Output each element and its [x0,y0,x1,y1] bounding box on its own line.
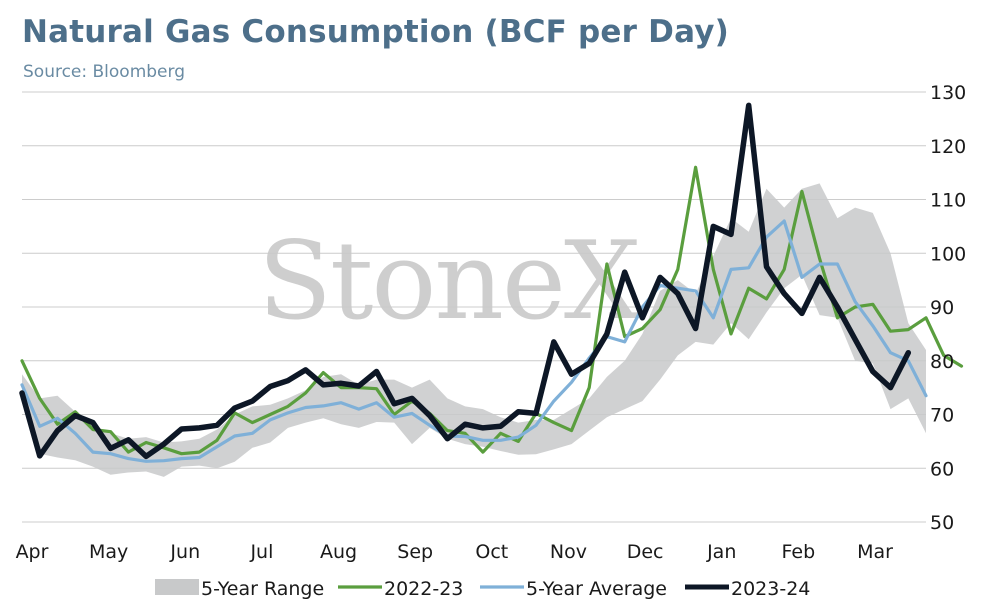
y-tick-label: 110 [930,190,966,212]
legend-label: 2023-24 [731,578,810,600]
y-tick-label: 70 [930,405,954,427]
y-tick-label: 90 [930,297,954,319]
x-tick-label: Apr [16,541,49,563]
x-tick-label: Feb [782,541,816,563]
x-tick-label: Sep [397,541,433,563]
x-tick-label: Dec [627,541,664,563]
series-line-5-year-average [20,219,928,463]
legend-item-s2223: 2022-23 [338,578,463,600]
series-lines-group [19,102,964,463]
x-tick-label: Mar [857,541,893,563]
series-line-2022-23 [20,165,964,456]
x-tick-label: Jan [706,541,736,563]
legend-item-avg5: 5-Year Average [480,578,667,600]
legend: 5-Year Range 2022-23 5-Year Average 2023-24 [155,578,810,600]
y-tick-label: 50 [930,512,954,534]
legend-item-s2324: 2023-24 [685,578,810,600]
legend-label: 5-Year Range [201,578,324,600]
y-tick-label: 100 [930,243,966,265]
y-tick-label: 120 [930,136,966,158]
chart-subtitle: Source: Bloomberg [23,62,185,82]
gridlines [22,91,926,523]
x-tick-label: Jun [169,541,200,563]
legend-label: 2022-23 [384,578,463,600]
y-tick-label: 60 [930,458,954,480]
y-tick-label: 80 [930,351,954,373]
x-tick-label: Nov [550,541,587,563]
x-tick-label: Aug [320,541,357,563]
x-tick-label: May [89,541,128,563]
watermark-logo: StoneX [258,219,641,344]
legend-label: 5-Year Average [526,578,667,600]
series-line-2023-24 [19,102,912,460]
y-tick-label: 130 [930,82,966,104]
legend-swatch [155,579,199,595]
x-tick-label: Jul [249,541,273,563]
legend-item-range: 5-Year Range [155,578,324,600]
chart-title: Natural Gas Consumption (BCF per Day) [22,14,730,50]
x-axis-ticks: Apr May Jun Jul Aug Sep Oct Nov Dec Jan Feb Mar [16,541,894,563]
x-tick-label: Oct [475,541,508,563]
y-axis-ticks: 50 60 70 80 90 100 110 120 130 [930,82,966,534]
